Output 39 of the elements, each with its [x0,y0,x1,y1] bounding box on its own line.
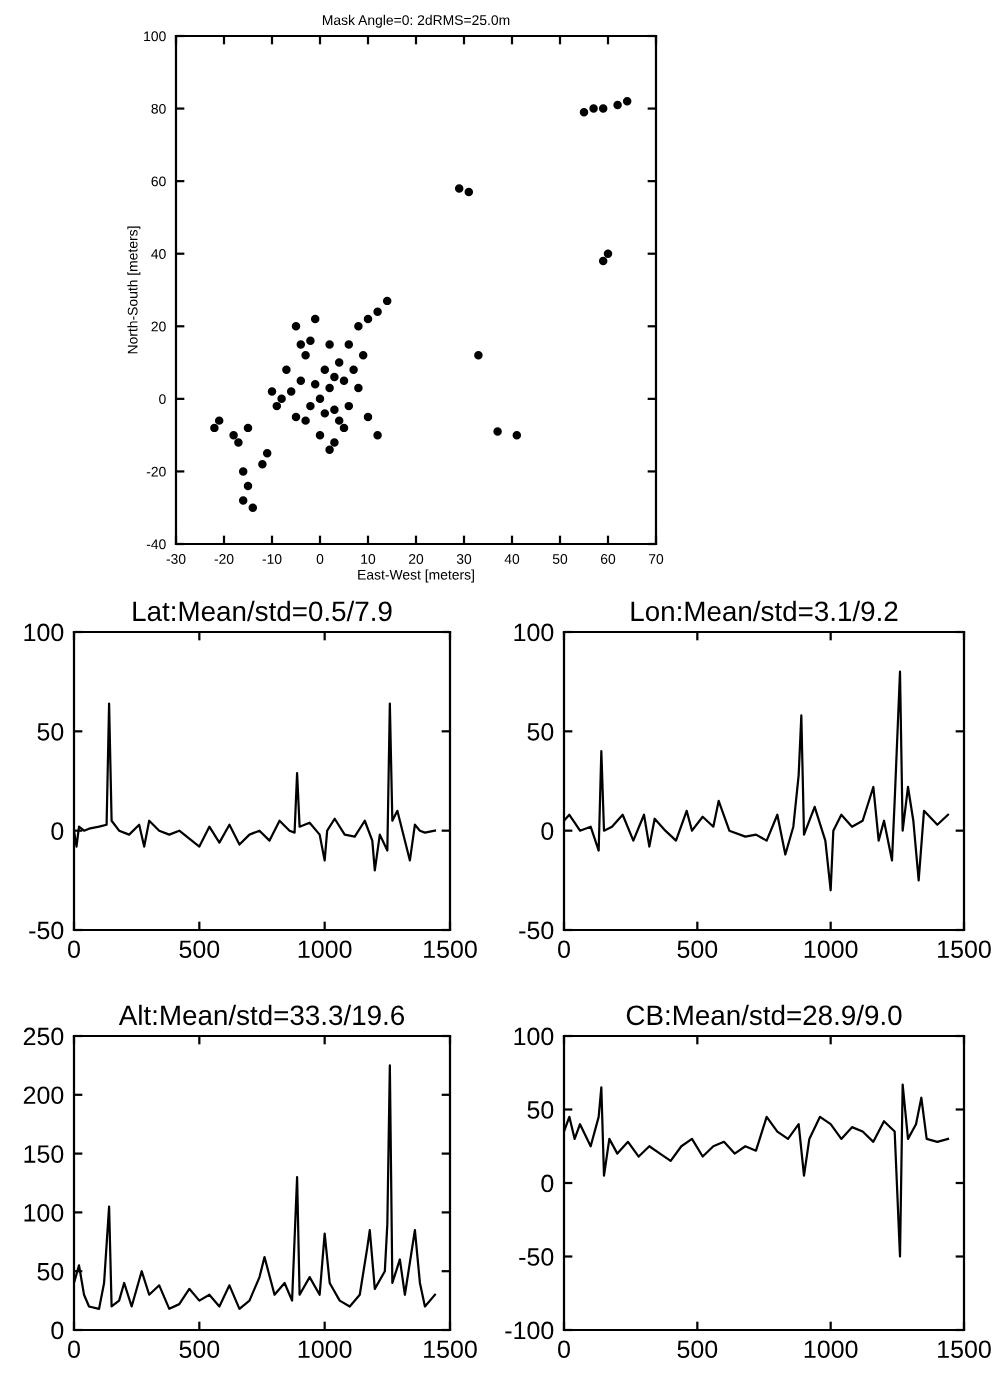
x-tick-label: 500 [179,1340,220,1359]
y-tick-label: 0 [541,1174,554,1193]
y-tick-label: 250 [23,1027,64,1046]
y-tick-label: -50 [519,921,554,940]
y-tick-label: 0 [51,1321,64,1340]
y-tick-label: 150 [24,1145,64,1163]
y-tick-label: 50 [37,722,64,741]
y-tick-label: 100 [24,1204,64,1222]
x-tick-label: 1500 [424,940,477,959]
x-tick-label: 1000 [298,1340,352,1359]
y-tick-label: 100 [514,1027,554,1046]
y-tick-label: -100 [505,1321,554,1340]
x-tick-label: 1500 [424,1340,477,1359]
x-tick-label: 0 [68,1340,80,1359]
x-tick-label: 0 [558,1340,570,1359]
chart-title: Lat:Mean/std=0.5/7.9 [133,600,392,622]
x-tick-label: 1500 [938,1340,991,1359]
y-tick-label: -50 [29,921,64,940]
y-tick-label: 100 [514,623,554,642]
x-tick-label: 500 [677,1340,718,1359]
x-tick-label: 1000 [298,940,352,959]
y-tick-label: 50 [37,1262,64,1281]
x-tick-label: 0 [68,940,80,959]
x-tick-label: 1000 [804,940,858,959]
y-tick-label: 50 [527,722,554,741]
y-tick-label: -50 [519,1248,554,1266]
x-tick-label: 1000 [804,1340,858,1359]
y-tick-label: 0 [51,822,64,840]
y-tick-label: 200 [23,1086,64,1105]
x-tick-label: 0 [558,940,570,959]
x-tick-label: 1500 [938,940,991,959]
chart-title: CB:Mean/std=28.9/9.0 [626,1004,902,1026]
y-tick-label: 50 [527,1101,554,1119]
chart-title: Lon:Mean/std=3.1/9.2 [631,600,898,622]
x-tick-label: 500 [179,940,220,959]
chart-title: Alt:Mean/std=33.3/19.6 [118,1004,405,1026]
y-tick-label: 0 [541,822,554,840]
x-tick-label: 500 [677,940,718,959]
y-tick-label: 100 [24,623,64,642]
